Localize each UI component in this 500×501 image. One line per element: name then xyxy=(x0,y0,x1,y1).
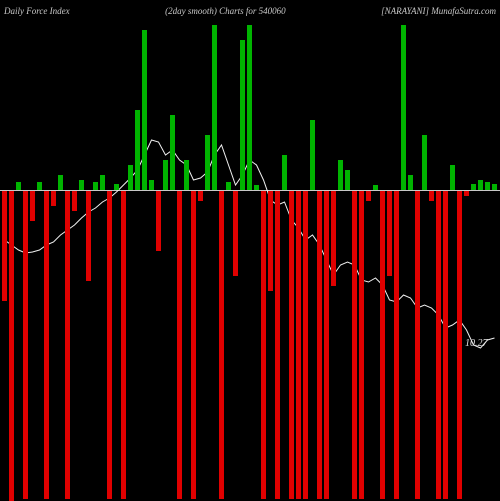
force-bar xyxy=(142,30,147,190)
force-bar xyxy=(135,110,140,190)
force-bar xyxy=(478,180,483,190)
force-bar xyxy=(65,191,70,499)
force-bar xyxy=(359,191,364,499)
force-bar xyxy=(86,191,91,281)
force-bar xyxy=(471,184,476,190)
header-center-text: (2day smooth) Charts for 540060 xyxy=(165,6,286,16)
force-bar xyxy=(310,120,315,190)
force-bar xyxy=(44,191,49,499)
force-bar xyxy=(422,135,427,190)
force-bar xyxy=(184,160,189,190)
force-bar xyxy=(373,185,378,190)
force-bar xyxy=(303,191,308,499)
force-bar xyxy=(345,170,350,190)
force-bar xyxy=(100,175,105,190)
force-bar xyxy=(331,191,336,286)
force-bar xyxy=(408,175,413,190)
force-bar xyxy=(121,191,126,499)
force-bar xyxy=(247,25,252,190)
force-bar xyxy=(149,180,154,190)
force-bar xyxy=(394,191,399,499)
force-bar xyxy=(191,191,196,499)
force-bar xyxy=(226,182,231,190)
current-value-label: 10.27 xyxy=(465,338,488,349)
force-bar xyxy=(457,191,462,499)
force-bar xyxy=(289,191,294,499)
force-bar xyxy=(58,175,63,190)
force-bar xyxy=(282,155,287,190)
force-bar xyxy=(254,185,259,190)
force-bar xyxy=(317,191,322,499)
chart-header: Daily Force Index (2day smooth) Charts f… xyxy=(4,6,496,16)
force-bar xyxy=(485,182,490,190)
force-bar xyxy=(30,191,35,221)
force-bar xyxy=(415,191,420,499)
header-right-text: [NARAYANI] MunafaSutra.com xyxy=(381,6,496,16)
force-bar xyxy=(436,191,441,499)
force-index-chart: 10.27 xyxy=(0,20,500,500)
force-bar xyxy=(324,191,329,499)
force-bar xyxy=(212,25,217,190)
force-bar xyxy=(268,191,273,291)
force-bar xyxy=(9,191,14,501)
force-bar xyxy=(219,191,224,499)
force-bar xyxy=(2,191,7,301)
force-bar xyxy=(366,191,371,201)
force-bar xyxy=(37,182,42,190)
force-bar xyxy=(205,135,210,190)
force-bar xyxy=(492,184,497,190)
force-bar xyxy=(450,165,455,190)
force-bar xyxy=(51,191,56,206)
force-bar xyxy=(387,191,392,276)
force-bar xyxy=(72,191,77,211)
force-bar xyxy=(107,191,112,499)
force-bar xyxy=(233,191,238,276)
force-bar xyxy=(240,40,245,190)
force-bar xyxy=(114,184,119,190)
force-bar xyxy=(443,191,448,499)
force-bar xyxy=(352,191,357,499)
force-bar xyxy=(296,191,301,499)
force-bar xyxy=(429,191,434,201)
force-bar xyxy=(128,165,133,190)
force-bar xyxy=(156,191,161,251)
force-bar xyxy=(79,180,84,190)
force-bar xyxy=(275,191,280,499)
force-bar xyxy=(338,160,343,190)
force-bar xyxy=(170,115,175,190)
header-left-text: Daily Force Index xyxy=(4,6,70,16)
force-bar xyxy=(401,25,406,190)
force-bar xyxy=(464,191,469,196)
force-bar xyxy=(261,191,266,499)
force-bar xyxy=(198,191,203,201)
force-bar xyxy=(380,191,385,499)
force-bar xyxy=(177,191,182,499)
force-bar xyxy=(93,182,98,190)
force-bar xyxy=(163,160,168,190)
force-bar xyxy=(23,191,28,499)
force-bar xyxy=(16,182,21,190)
